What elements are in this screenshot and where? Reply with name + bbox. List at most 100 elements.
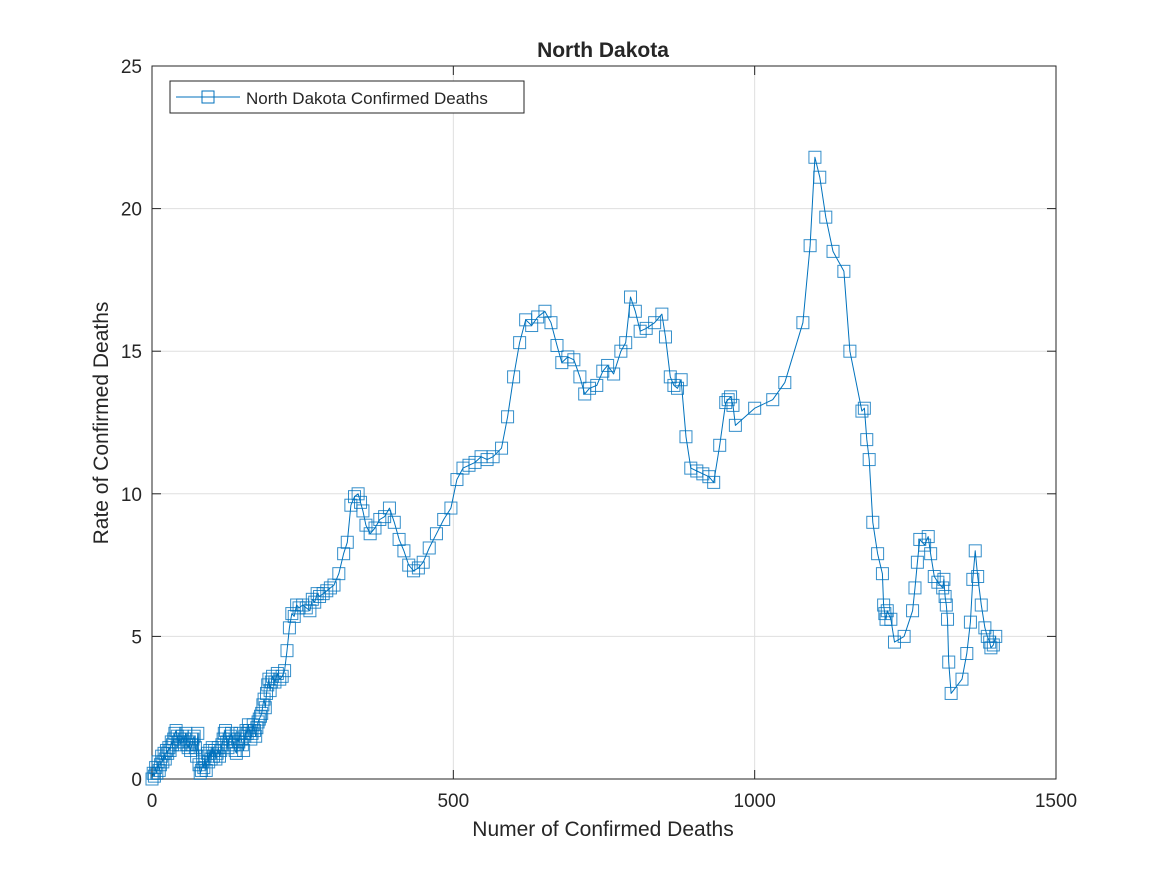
data-point-marker	[778, 376, 792, 390]
y-tick-labels: 0 5 10 15 20 25	[121, 57, 142, 791]
data-point-marker	[287, 609, 301, 623]
data-point-marker	[857, 401, 871, 415]
data-point-marker	[648, 316, 662, 330]
y-tick-label: 5	[131, 627, 142, 648]
y-tick-label: 25	[121, 57, 142, 78]
data-point-marker	[924, 547, 938, 561]
data-point-marker	[567, 353, 581, 367]
data-point-marker	[614, 344, 628, 358]
data-point-marker	[671, 381, 685, 395]
data-point-marker	[392, 532, 406, 546]
data-point-marker	[260, 686, 274, 700]
data-point-marker	[607, 367, 621, 381]
data-point-marker	[796, 316, 810, 330]
data-point-marker	[960, 647, 974, 661]
data-point-marker	[884, 612, 898, 626]
y-axis-label: Rate of Confirmed Deaths	[90, 302, 113, 545]
data-point-marker	[963, 615, 977, 629]
data-point-marker	[707, 475, 721, 489]
data-point-marker	[501, 410, 515, 424]
data-point-marker	[663, 370, 677, 384]
data-point-marker	[303, 604, 317, 618]
legend: North Dakota Confirmed Deaths	[169, 80, 525, 114]
data-point-marker	[397, 544, 411, 558]
data-point-marker	[407, 564, 421, 578]
legend-marker-swatch	[201, 90, 215, 104]
data-point-marker	[837, 264, 851, 278]
data-point-marker	[939, 598, 953, 612]
data-point-marker	[941, 612, 955, 626]
data-point-marker	[897, 629, 911, 643]
data-point-marker	[199, 763, 213, 777]
data-point-marker	[253, 709, 267, 723]
y-tick-label: 10	[121, 485, 142, 506]
y-tick-label: 15	[121, 342, 142, 363]
data-point-marker	[968, 544, 982, 558]
data-point-marker	[989, 629, 1003, 643]
data-point-marker	[373, 512, 387, 526]
data-point-marker	[855, 404, 869, 418]
data-point-marker	[292, 601, 306, 615]
data-point-marker	[910, 555, 924, 569]
x-tick-label: 1500	[1035, 791, 1077, 812]
data-point-marker	[906, 604, 920, 618]
data-point-marker	[513, 336, 527, 350]
data-point-marker	[674, 373, 688, 387]
data-point-marker	[444, 501, 458, 515]
data-point-marker	[986, 638, 1000, 652]
data-point-marker	[280, 644, 294, 658]
data-point-marker	[819, 210, 833, 224]
data-point-marker	[187, 729, 201, 743]
data-point-marker	[416, 555, 430, 569]
data-point-marker	[866, 515, 880, 529]
data-point-marker	[573, 370, 587, 384]
data-point-marker	[258, 701, 272, 715]
data-point-marker	[263, 684, 277, 698]
data-point-marker	[658, 330, 672, 344]
data-point-marker	[387, 515, 401, 529]
data-point-marker	[971, 570, 985, 584]
data-point-marker	[875, 567, 889, 581]
data-point-marker	[495, 441, 509, 455]
data-point-marker	[337, 547, 351, 561]
x-axis-label: Numer of Confirmed Deaths	[472, 818, 733, 841]
x-tick-label: 500	[437, 791, 469, 812]
data-point-marker	[955, 672, 969, 686]
data-point-marker	[590, 378, 604, 392]
y-tick-label: 0	[131, 770, 142, 791]
data-point-marker	[429, 527, 443, 541]
data-point-marker	[803, 239, 817, 253]
data-point-marker	[619, 336, 633, 350]
data-point-marker	[191, 726, 205, 740]
data-point-marker	[936, 581, 950, 595]
data-point-marker	[486, 450, 500, 464]
data-point-marker	[382, 501, 396, 515]
x-tick-label: 1000	[734, 791, 776, 812]
data-point-marker	[507, 370, 521, 384]
axes-box	[151, 65, 1057, 780]
data-point-marker	[156, 755, 170, 769]
chart-title: North Dakota	[537, 39, 669, 62]
data-point-marker	[978, 621, 992, 635]
data-point-marker	[583, 381, 597, 395]
data-point-marker	[273, 672, 287, 686]
data-point-marker	[332, 567, 346, 581]
data-point-marker	[862, 453, 876, 467]
data-point-marker	[340, 535, 354, 549]
data-point-marker	[880, 604, 894, 618]
data-point-marker	[944, 686, 958, 700]
data-point-marker	[550, 338, 564, 352]
data-point-marker	[249, 729, 263, 743]
data-point-marker	[422, 541, 436, 555]
data-point-marker	[655, 307, 669, 321]
data-point-marker	[327, 578, 341, 592]
data-point-marker	[726, 398, 740, 412]
data-point-marker	[278, 664, 292, 678]
data-point-marker	[724, 390, 738, 404]
data-point-marker	[813, 170, 827, 184]
data-point-marker	[974, 598, 988, 612]
data-point-marker	[437, 512, 451, 526]
data-point-marker	[748, 401, 762, 415]
